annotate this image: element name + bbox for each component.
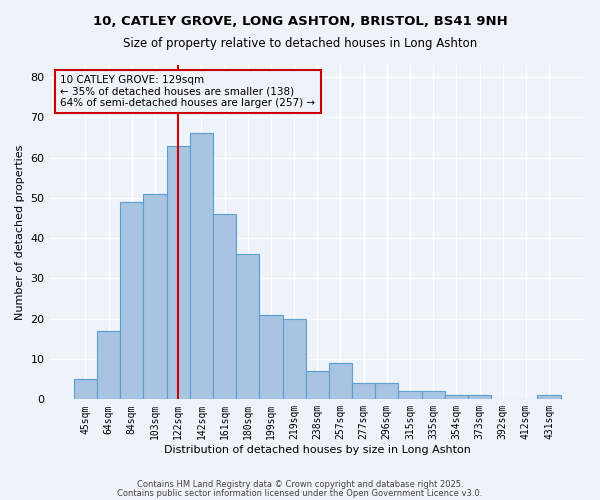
Bar <box>305 371 329 400</box>
Bar <box>422 392 445 400</box>
Bar <box>143 194 167 400</box>
Bar <box>398 392 422 400</box>
Text: Size of property relative to detached houses in Long Ashton: Size of property relative to detached ho… <box>123 38 477 51</box>
Bar <box>468 396 491 400</box>
Bar <box>259 314 283 400</box>
Text: Contains public sector information licensed under the Open Government Licence v3: Contains public sector information licen… <box>118 489 482 498</box>
Bar <box>283 319 305 400</box>
Text: 10 CATLEY GROVE: 129sqm
← 35% of detached houses are smaller (138)
64% of semi-d: 10 CATLEY GROVE: 129sqm ← 35% of detache… <box>60 75 316 108</box>
Bar <box>375 383 398 400</box>
X-axis label: Distribution of detached houses by size in Long Ashton: Distribution of detached houses by size … <box>164 445 471 455</box>
Bar <box>74 379 97 400</box>
Bar <box>167 146 190 400</box>
Bar <box>120 202 143 400</box>
Text: Contains HM Land Registry data © Crown copyright and database right 2025.: Contains HM Land Registry data © Crown c… <box>137 480 463 489</box>
Bar <box>97 331 120 400</box>
Bar <box>445 396 468 400</box>
Bar <box>236 254 259 400</box>
Y-axis label: Number of detached properties: Number of detached properties <box>15 144 25 320</box>
Bar <box>213 214 236 400</box>
Bar <box>190 134 213 400</box>
Text: 10, CATLEY GROVE, LONG ASHTON, BRISTOL, BS41 9NH: 10, CATLEY GROVE, LONG ASHTON, BRISTOL, … <box>92 15 508 28</box>
Bar <box>352 383 375 400</box>
Bar <box>538 396 560 400</box>
Bar <box>329 363 352 400</box>
